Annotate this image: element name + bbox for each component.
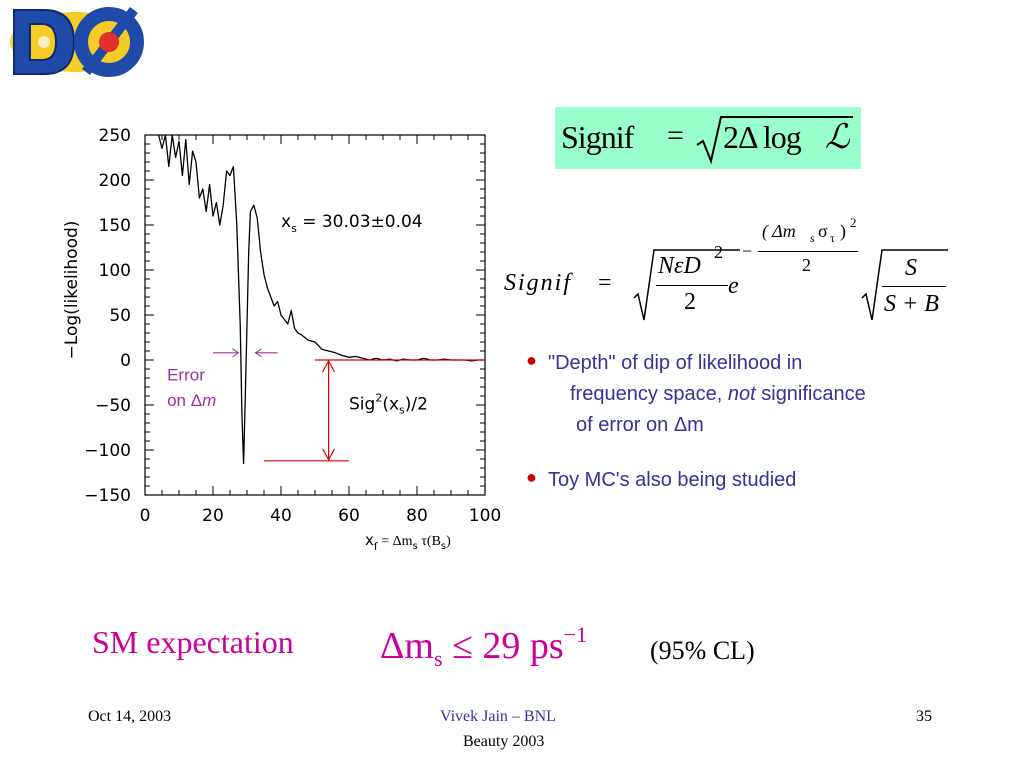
formula2-exp-den: 2 [802, 255, 811, 275]
y-tick-label: −100 [84, 441, 131, 461]
error-label-line-1: Error [167, 366, 205, 385]
bullet-1-line-2b: significance [755, 383, 866, 405]
sig-annotation-part: (x [382, 395, 399, 415]
expectation-sup: −1 [563, 622, 588, 647]
error-label-on: on Δ [167, 391, 202, 410]
x-axis-label-part: x [365, 531, 374, 549]
x-axis-label: xſ = Δms τ(Bs) [365, 531, 451, 553]
bullet-list: ● "Depth" of dip of likelihood in freque… [520, 350, 960, 502]
y-tick-label: 250 [99, 126, 131, 146]
y-tick-label: 100 [99, 261, 131, 281]
formula2-exp-tau: τ [830, 231, 835, 245]
d0-logo [4, 2, 154, 82]
error-arrow-right-head [254, 348, 262, 358]
bullet-1-line-2-italic: not [727, 383, 756, 405]
formula2-exp-bar [758, 251, 858, 252]
x-tick-label: 20 [202, 506, 224, 526]
formula1-rhs: 2Δ log [723, 119, 802, 155]
xs-annotation: xs = 30.03±0.04 [281, 212, 423, 235]
formula2-e: e [728, 273, 739, 299]
sqrt-sign-icon [861, 249, 948, 321]
confidence-level: (95% CL) [650, 636, 755, 665]
bullet-icon: ● [526, 467, 537, 487]
x-tick-label: 60 [338, 506, 360, 526]
x-axis-label-part: τ(B [418, 534, 441, 549]
expectation-bound: ≤ 29 ps [442, 625, 564, 667]
formula2-exp-close: ) [840, 221, 846, 241]
signif-formula-expanded: Signif = NεD 2 2 e − ( Δm s σ τ ) 2 2 S … [500, 215, 970, 325]
sqrt-sign-icon [633, 249, 740, 321]
sig-annotation-part: 2 [375, 392, 382, 405]
signif-formula-box: Signif = 2Δ log ℒ [555, 107, 861, 169]
y-tick-label: −150 [84, 486, 131, 506]
x-axis-label-part: s [441, 541, 446, 552]
x-axis-label-part: ) [446, 534, 451, 549]
sig-annotation-part: Sig [349, 395, 375, 415]
footer-conference: Beauty 2003 [463, 733, 545, 750]
x-tick-label: 80 [406, 506, 428, 526]
sqrt-sign-icon [696, 116, 853, 165]
x-axis-label-part: = Δm [378, 534, 413, 549]
formula2-exp-minus: − [742, 241, 753, 261]
formula2-frac2-num: S [905, 255, 917, 281]
error-arrow-left-head [232, 348, 240, 358]
footer-author: Vivek Jain – BNL [440, 708, 556, 725]
xs-annotation-part: = 30.03±0.04 [297, 212, 423, 232]
formula1-script-l: ℒ [825, 119, 850, 156]
plot-frame [144, 134, 486, 496]
formula1-lhs: Signif [561, 119, 634, 155]
likelihood-chart: 250 200 150 100 50 0 −50 −100 −150 0 20 40 60 80 100 −L… [62, 126, 501, 553]
y-tick-label: 0 [120, 351, 131, 371]
expectation-dm: Δm [380, 625, 434, 667]
bullet-2-line-1: Toy MC's also being studied [548, 469, 797, 491]
y-tick-label: 50 [109, 306, 131, 326]
error-label-m: m [202, 391, 216, 410]
sig-annotation: Sig2(xs)/2 [349, 392, 428, 417]
expectation-sub: s [434, 646, 443, 671]
formula2-exp-open: ( Δm [762, 221, 796, 241]
formula1-eq: = [667, 119, 684, 152]
sm-expectation-formula: Δms ≤ 29 ps−1 [380, 622, 587, 672]
formula2-exp-sup: 2 [850, 215, 857, 230]
bullet-icon: ● [526, 350, 537, 370]
sig-annotation-part: )/2 [405, 395, 428, 415]
formula2-frac2-den: S + B [884, 291, 939, 317]
y-tick-label: −50 [95, 396, 131, 416]
sm-expectation-label: SM expectation [92, 624, 294, 660]
formula2-fraction-bar [656, 285, 728, 286]
sig-annotation-part: s [399, 404, 405, 417]
formula2-num-sup: 2 [714, 242, 723, 262]
bullet-1-line-3: of error on Δm [576, 414, 704, 436]
error-label-line-2: on Δm [167, 391, 216, 410]
x-tick-label: 40 [270, 506, 292, 526]
d0-logo-graphic [10, 6, 144, 77]
formula2-num: NεD [658, 253, 701, 279]
bullet-1-line-1: "Depth" of dip of likelihood in [548, 352, 803, 374]
bullet-1-line-2a: frequency space, [570, 383, 728, 405]
likelihood-series-line [157, 134, 485, 465]
formula2-den: 2 [684, 289, 696, 315]
x-axis-label-part: ſ [374, 540, 379, 553]
y-axis-label: −Log(likelihood) [62, 221, 82, 360]
xs-annotation-part: s [291, 222, 297, 235]
footer-page-number: 35 [916, 708, 932, 725]
formula2-lhs: Signif [504, 270, 573, 296]
bullet-1-line-2: frequency space, not significance [570, 383, 866, 406]
x-tick-label: 100 [469, 506, 501, 526]
formula2-eq: = [598, 270, 612, 296]
depth-arrow-head-down [322, 448, 336, 462]
x-axis-label-part: s [413, 541, 418, 552]
formula2-exp-sigma: σ [818, 221, 828, 241]
y-tick-label: 200 [99, 171, 131, 191]
depth-arrow-head-up [322, 359, 336, 373]
formula2-frac2-bar [882, 286, 946, 287]
formula2-exp-sub: s [810, 231, 815, 245]
x-tick-label: 0 [140, 506, 151, 526]
y-tick-label: 150 [99, 216, 131, 236]
footer-date: Oct 14, 2003 [88, 708, 172, 725]
xs-annotation-part: x [281, 212, 291, 232]
